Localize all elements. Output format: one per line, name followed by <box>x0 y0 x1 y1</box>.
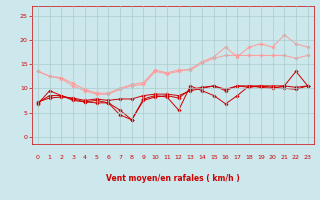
X-axis label: Vent moyen/en rafales ( km/h ): Vent moyen/en rafales ( km/h ) <box>106 174 240 183</box>
